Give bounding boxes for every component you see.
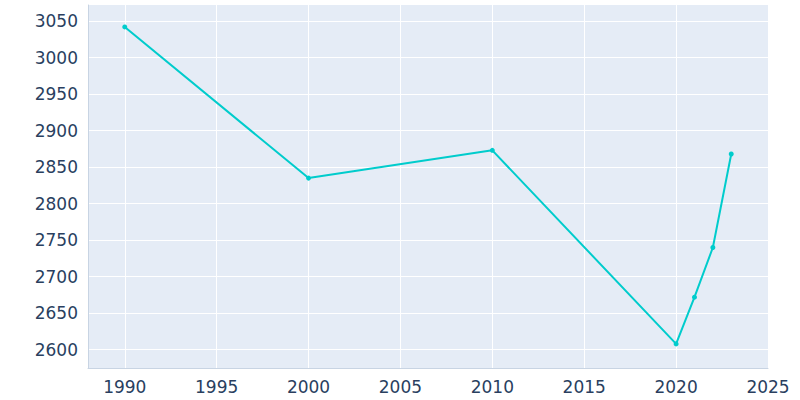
svg-text:2950: 2950 — [35, 84, 78, 104]
svg-text:2700: 2700 — [35, 267, 78, 287]
svg-text:2005: 2005 — [379, 377, 422, 397]
svg-text:1995: 1995 — [195, 377, 238, 397]
svg-text:2900: 2900 — [35, 121, 78, 141]
svg-text:3000: 3000 — [35, 48, 78, 68]
svg-text:2800: 2800 — [35, 194, 78, 214]
svg-text:1990: 1990 — [103, 377, 146, 397]
svg-text:2020: 2020 — [654, 377, 697, 397]
svg-text:2750: 2750 — [35, 230, 78, 250]
svg-text:2850: 2850 — [35, 157, 78, 177]
svg-text:2000: 2000 — [287, 377, 330, 397]
svg-text:2025: 2025 — [746, 377, 789, 397]
svg-text:2010: 2010 — [471, 377, 514, 397]
svg-text:2650: 2650 — [35, 303, 78, 323]
svg-text:2015: 2015 — [563, 377, 606, 397]
svg-text:3050: 3050 — [35, 11, 78, 31]
svg-text:2600: 2600 — [35, 340, 78, 360]
